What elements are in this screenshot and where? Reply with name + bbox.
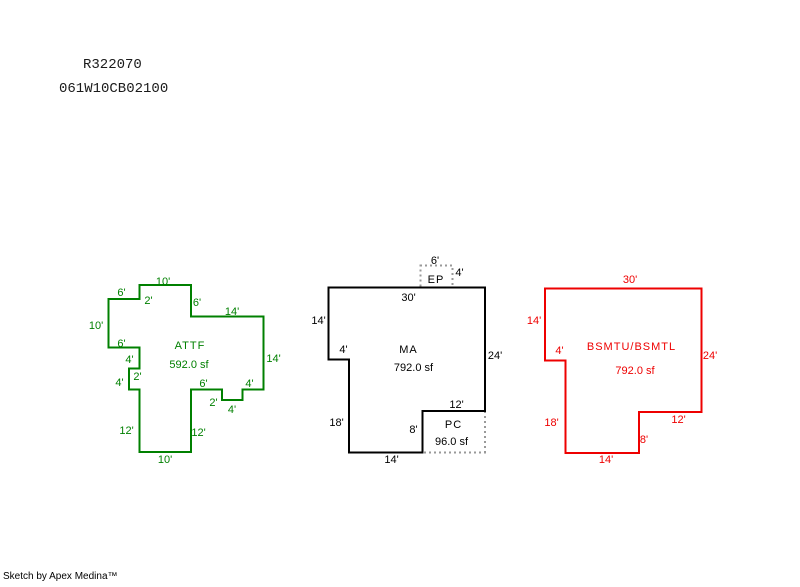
ma-dim-label: 8' xyxy=(409,423,418,436)
pc-area-label: 96.0 sf xyxy=(434,435,469,448)
attf-dim-label: 4' xyxy=(125,353,134,366)
attf-dim-label: 2' xyxy=(133,371,142,383)
attf-dim-label: 2' xyxy=(144,295,153,307)
pc-porch-outline xyxy=(422,411,486,454)
attf-dim-label: 6' xyxy=(117,338,126,350)
ma-dim-label: 18' xyxy=(329,416,344,429)
pc-name-label: PC xyxy=(444,418,463,431)
ma-dim-label: 24' xyxy=(487,350,503,362)
ep-dim-label: 4' xyxy=(455,266,464,279)
attf-dim-label: 10' xyxy=(88,320,104,332)
sketch-credit-text: Sketch by Apex Medina™ xyxy=(3,571,118,582)
attf-dim-label: 2' xyxy=(209,397,218,409)
attf-name-label: ATTF xyxy=(174,340,206,352)
attf-dim-label: 4' xyxy=(115,377,124,389)
attf-outline xyxy=(107,284,265,453)
attf-dim-label: 12' xyxy=(119,424,134,437)
bsmt-dim-label: 8' xyxy=(639,433,649,446)
parcel-number-text: R322070 xyxy=(83,57,142,73)
ep-porch-outline xyxy=(419,264,454,287)
attf-dim-label: 6' xyxy=(199,378,208,390)
bsmt-area-label: 792.0 sf xyxy=(615,365,655,377)
attf-dim-label: 4' xyxy=(245,377,254,390)
attf-dim-label: 12' xyxy=(191,426,206,439)
ma-dim-label: 14' xyxy=(311,315,326,327)
attf-dim-label: 10' xyxy=(157,453,173,466)
attf-dim-label: 6' xyxy=(117,286,126,299)
attf-area-label: 592.0 sf xyxy=(169,359,209,371)
attf-dim-label: 14' xyxy=(224,305,240,318)
ma-dim-label: 30' xyxy=(401,291,416,304)
bsmt-dim-label: 4' xyxy=(555,344,564,357)
attf-dim-label: 6' xyxy=(192,296,202,309)
attf-dim-label: 14' xyxy=(266,352,281,365)
ma-outline xyxy=(327,286,486,454)
attf-dim-label: 4' xyxy=(227,403,237,416)
ma-dim-label: 4' xyxy=(339,344,348,356)
bsmt-dim-label: 14' xyxy=(598,453,614,466)
attf-dim-label: 10' xyxy=(155,275,171,288)
bsmt-dim-label: 12' xyxy=(671,414,686,426)
ma-name-label: MA xyxy=(399,344,418,356)
bsmt-outline xyxy=(544,287,703,454)
bsmt-dim-label: 30' xyxy=(622,273,638,286)
bsmt-name-label: BSMTU/BSMTL xyxy=(586,340,677,353)
bsmt-dim-label: 18' xyxy=(544,416,559,429)
parcel-id-text: 061W10CB02100 xyxy=(59,81,169,97)
ma-area-label: 792.0 sf xyxy=(393,361,434,374)
ma-dim-label: 12' xyxy=(449,398,464,411)
ep-dim-label: 6' xyxy=(430,255,440,267)
bsmt-dim-label: 14' xyxy=(526,314,542,327)
bsmt-dim-label: 24' xyxy=(702,350,718,362)
ma-dim-label: 14' xyxy=(384,453,399,466)
ep-name-label: EP xyxy=(427,273,445,286)
